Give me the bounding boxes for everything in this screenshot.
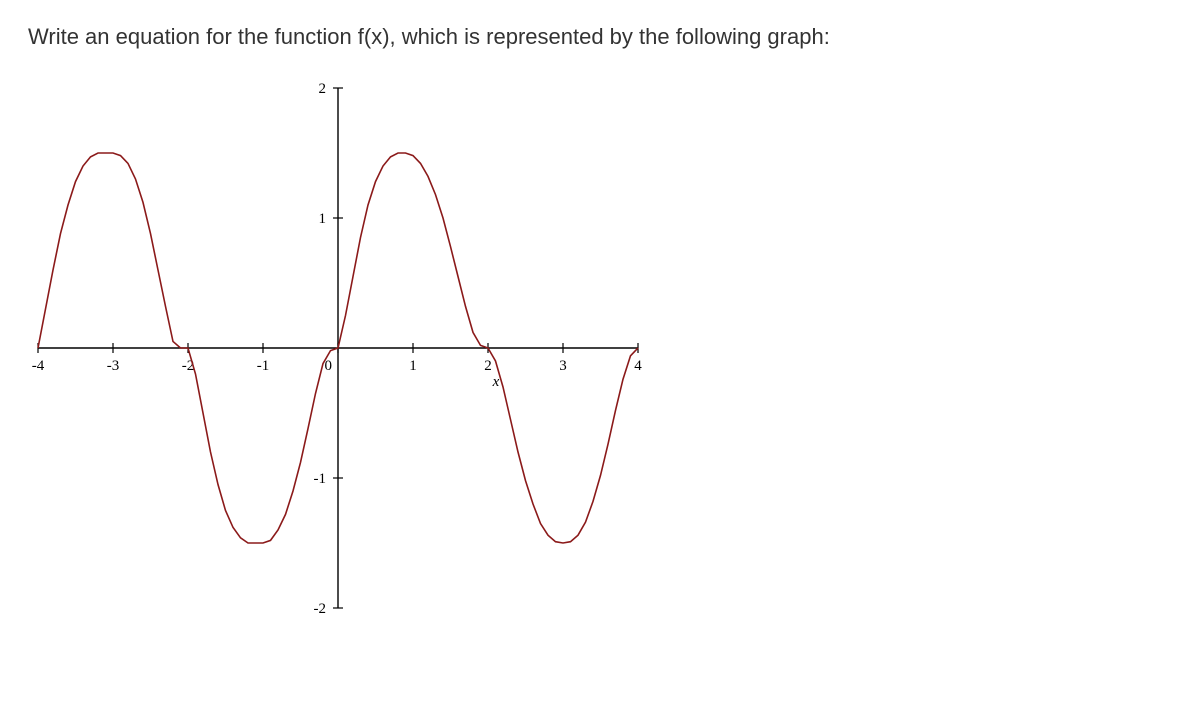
y-tick-label: -2 <box>314 601 327 617</box>
x-tick-label: -1 <box>257 358 270 374</box>
x-axis-label: x <box>492 374 500 390</box>
x-tick-label: -3 <box>107 358 120 374</box>
y-tick-label: -1 <box>314 471 327 487</box>
y-tick-label: 1 <box>319 211 327 227</box>
x-tick-label: 2 <box>484 358 492 374</box>
y-tick-label: 2 <box>319 81 327 97</box>
x-tick-label: 3 <box>559 358 567 374</box>
question-text: Write an equation for the function f(x),… <box>28 24 1172 50</box>
x-tick-label: 1 <box>409 358 417 374</box>
function-graph: -4-3-2-101234-2-112x <box>28 78 648 638</box>
x-tick-label: 4 <box>634 358 642 374</box>
graph-svg: -4-3-2-101234-2-112x <box>28 78 648 638</box>
x-tick-label: -4 <box>32 358 45 374</box>
